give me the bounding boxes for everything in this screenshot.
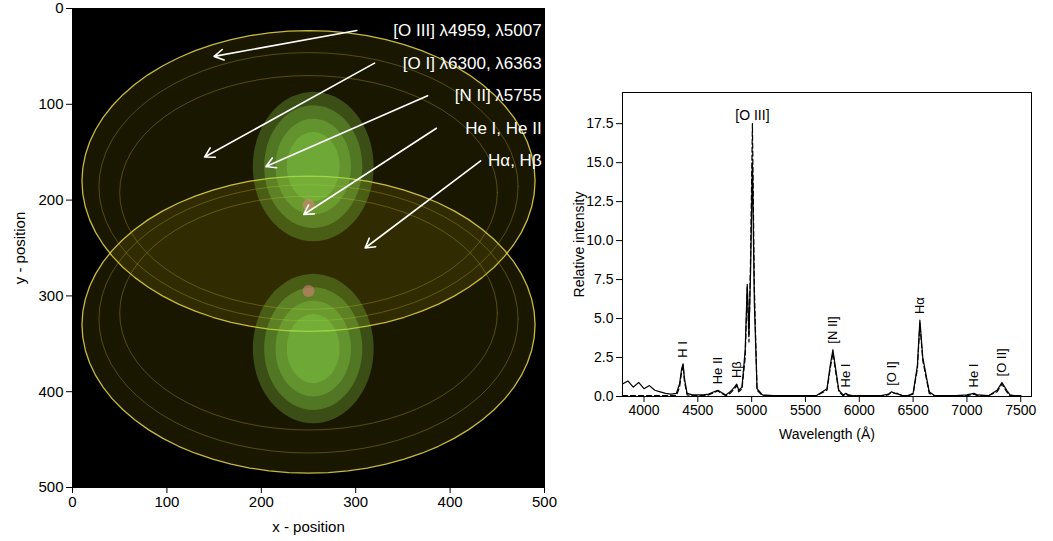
svg-text:Wavelength (Å): Wavelength (Å) (779, 426, 875, 442)
svg-text:Hα: Hα (912, 297, 927, 314)
svg-text:7000: 7000 (951, 402, 982, 418)
svg-text:H I: H I (675, 341, 690, 358)
svg-text:4500: 4500 (682, 402, 713, 418)
svg-text:He II: He II (710, 357, 725, 384)
svg-text:15.0: 15.0 (586, 154, 613, 170)
svg-text:Relative intensity: Relative intensity (571, 192, 587, 298)
svg-text:5000: 5000 (736, 402, 767, 418)
svg-text:[O I]: [O I] (884, 361, 899, 386)
svg-text:7.5: 7.5 (594, 271, 614, 287)
svg-text:500: 500 (38, 478, 63, 495)
svg-text:500: 500 (532, 493, 557, 510)
svg-text:400: 400 (438, 493, 463, 510)
svg-text:7500: 7500 (1005, 402, 1036, 418)
svg-text:[O III] λ4959, λ5007: [O III] λ4959, λ5007 (393, 21, 541, 40)
svg-text:400: 400 (38, 383, 63, 400)
svg-text:5500: 5500 (790, 402, 821, 418)
svg-text:200: 200 (249, 493, 274, 510)
svg-text:[N II] λ5755: [N II] λ5755 (455, 86, 542, 105)
svg-text:300: 300 (38, 287, 63, 304)
svg-text:He I: He I (838, 364, 853, 388)
svg-text:17.5: 17.5 (586, 115, 613, 131)
svg-text:300: 300 (343, 493, 368, 510)
svg-text:[O I] λ6300, λ6363: [O I] λ6300, λ6363 (403, 54, 542, 73)
svg-text:Hα, Hβ: Hα, Hβ (488, 151, 542, 170)
svg-text:[O III]: [O III] (735, 107, 769, 123)
svg-text:200: 200 (38, 191, 63, 208)
svg-text:100: 100 (154, 493, 179, 510)
svg-text:100: 100 (38, 95, 63, 112)
svg-text:5.0: 5.0 (594, 310, 614, 326)
svg-text:0: 0 (68, 493, 76, 510)
svg-text:0: 0 (55, 0, 63, 16)
svg-text:Hβ: Hβ (729, 361, 744, 378)
svg-text:[N II]: [N II] (825, 316, 840, 343)
svg-text:[O II]: [O II] (994, 348, 1009, 376)
svg-text:6500: 6500 (898, 402, 929, 418)
svg-text:y - position: y - position (11, 212, 28, 285)
svg-text:10.0: 10.0 (586, 232, 613, 248)
svg-text:He I: He I (966, 364, 981, 388)
svg-text:4000: 4000 (628, 402, 659, 418)
svg-text:2.5: 2.5 (594, 349, 614, 365)
svg-text:0.0: 0.0 (594, 388, 614, 404)
svg-text:6000: 6000 (844, 402, 875, 418)
svg-text:x - position: x - position (272, 518, 345, 535)
svg-text:12.5: 12.5 (586, 193, 613, 209)
svg-text:He I, He II: He I, He II (465, 119, 542, 138)
